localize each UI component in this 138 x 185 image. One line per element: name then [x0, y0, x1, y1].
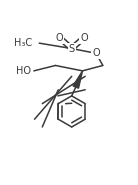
- Text: HO: HO: [16, 66, 31, 76]
- Polygon shape: [73, 71, 83, 88]
- Text: S: S: [69, 43, 75, 53]
- Text: O: O: [92, 48, 100, 58]
- Text: O: O: [56, 33, 63, 43]
- Text: O: O: [80, 33, 88, 43]
- Text: H₃C: H₃C: [14, 38, 32, 48]
